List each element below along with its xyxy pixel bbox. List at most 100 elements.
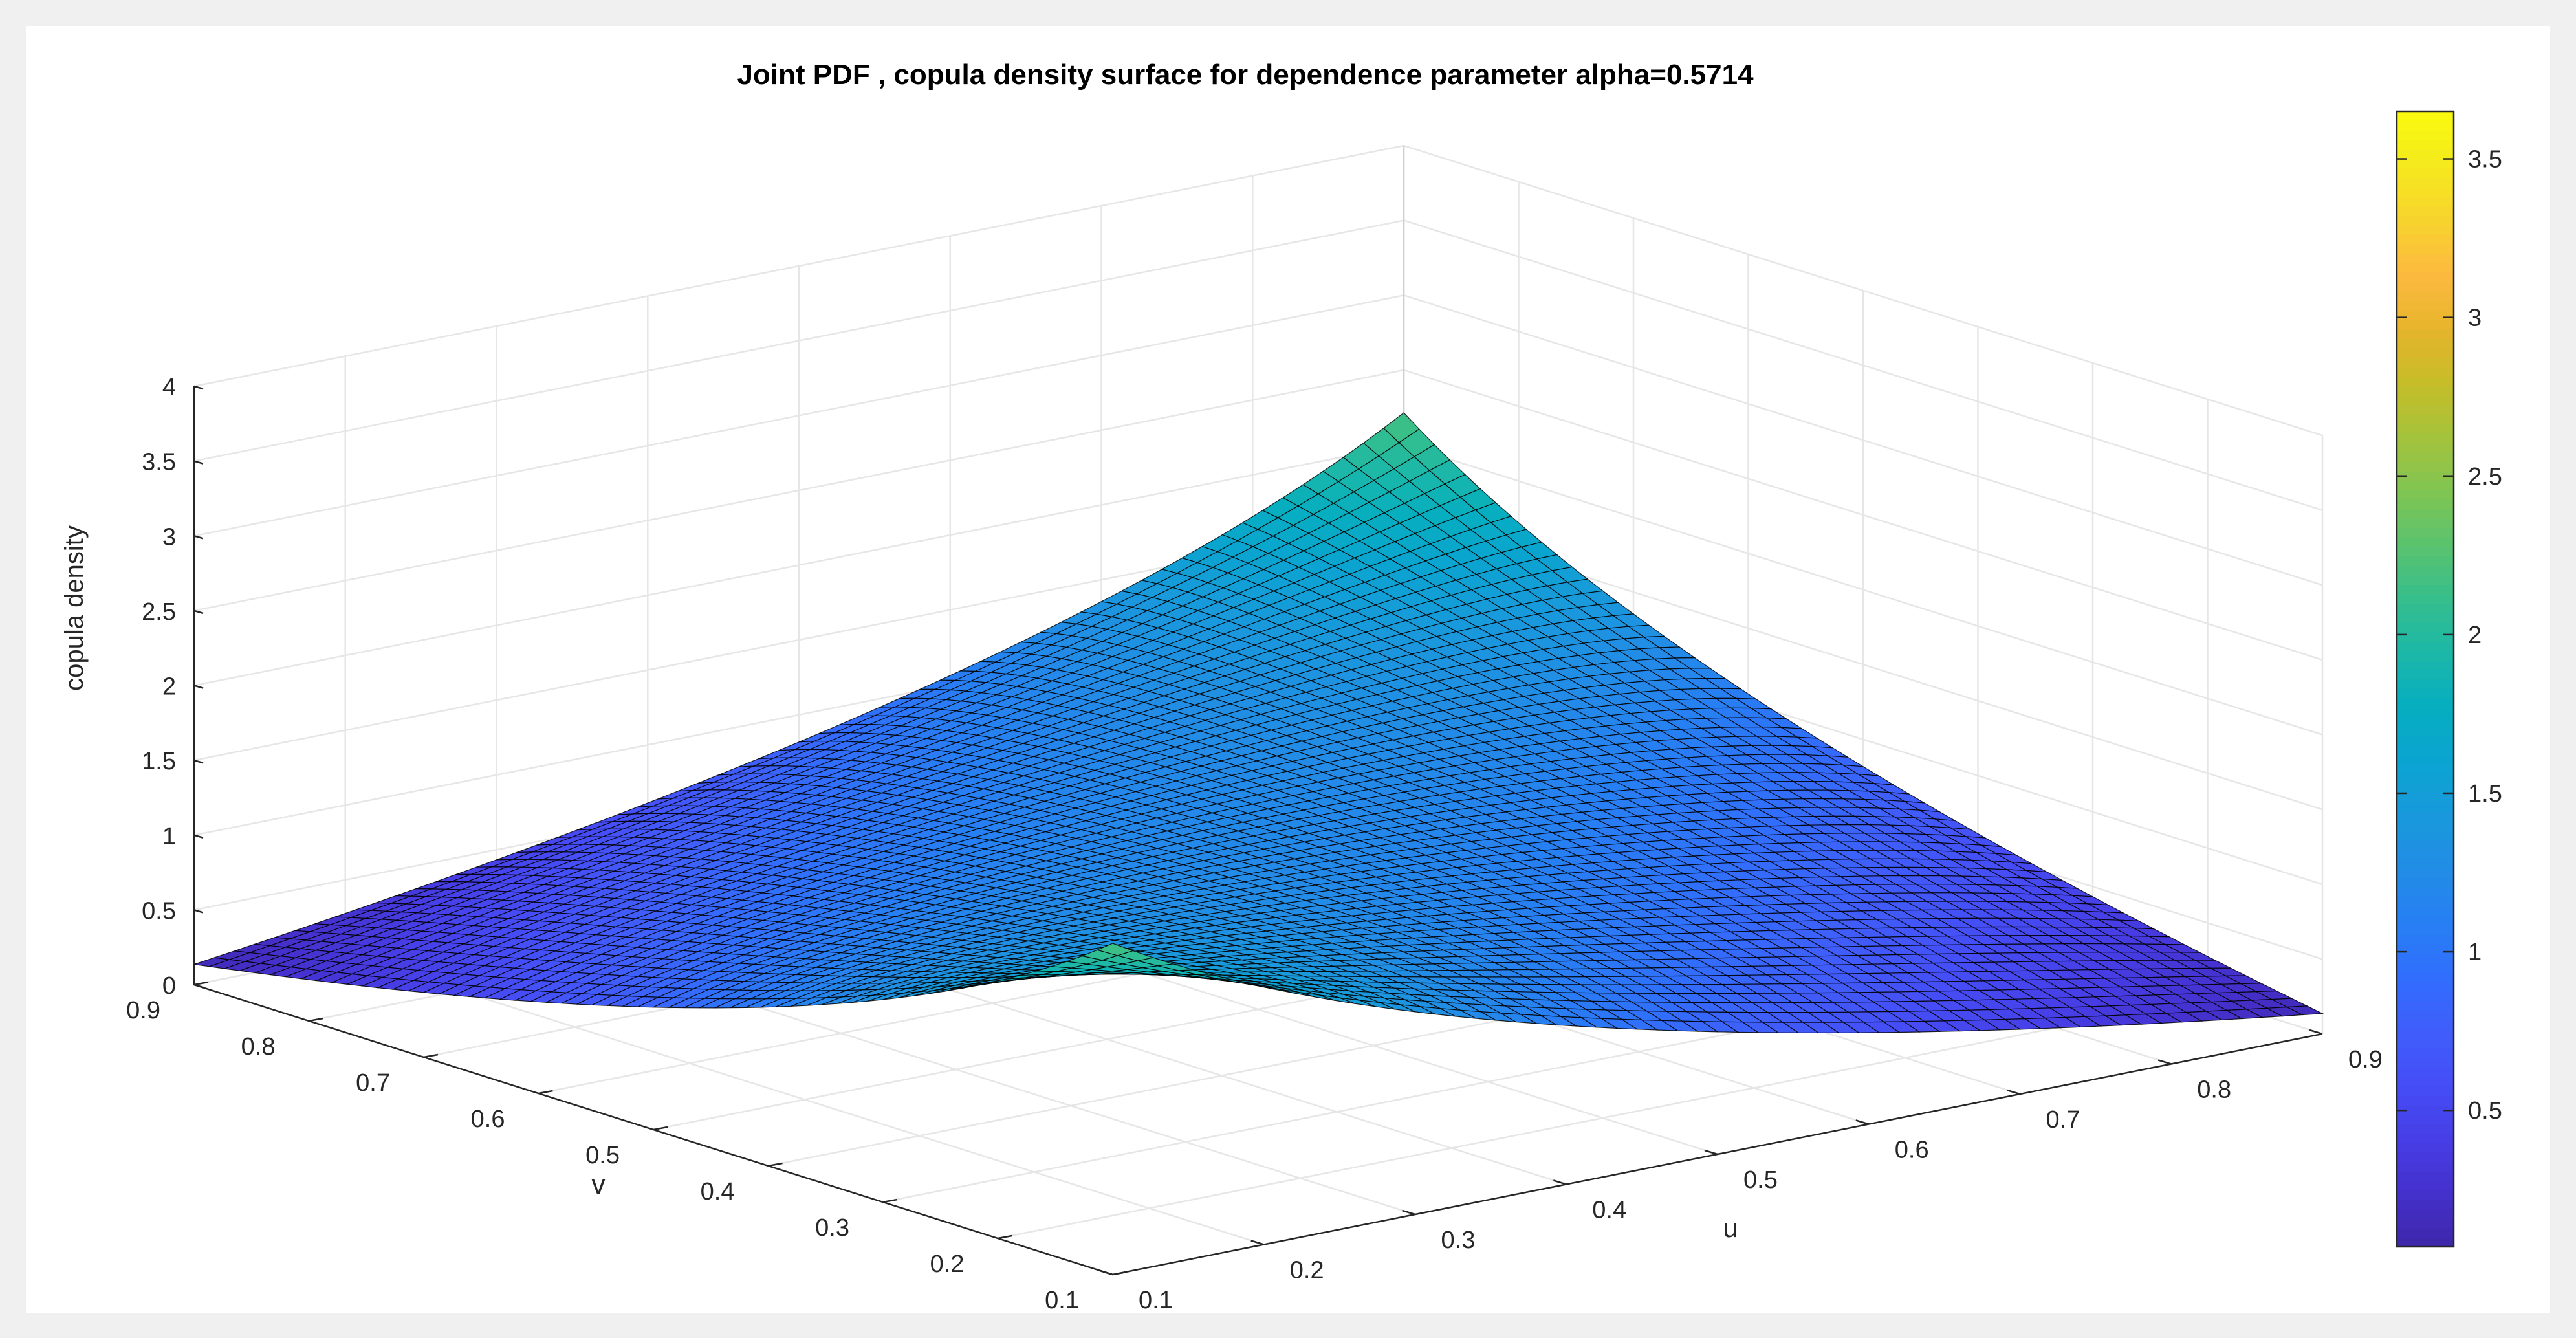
- colorbar-segment: [2397, 357, 2454, 367]
- colorbar-segment: [2397, 281, 2454, 292]
- colorbar-segment: [2397, 225, 2454, 235]
- colorbar-segment: [2397, 736, 2454, 746]
- colorbar-segment: [2397, 944, 2454, 954]
- colorbar-segment: [2397, 1171, 2454, 1181]
- u-tick-mark: [1553, 1179, 1567, 1185]
- colorbar-segment: [2397, 622, 2454, 633]
- colorbar-tick-label: 2.5: [2468, 463, 2502, 490]
- x-axis-label: u: [1723, 1212, 1738, 1243]
- colorbar-segment: [2397, 111, 2454, 122]
- colorbar-segment: [2397, 527, 2454, 538]
- z-tick-mark: [193, 385, 204, 390]
- colorbar-segment: [2397, 1114, 2454, 1124]
- z-tick-label: 0: [162, 972, 176, 1000]
- colorbar-segment: [2397, 1076, 2454, 1087]
- colorbar-segment: [2397, 811, 2454, 822]
- z-tick-label: 1: [162, 823, 176, 850]
- z-tick-mark: [193, 834, 204, 839]
- u-tick-label: 0.2: [1290, 1257, 1324, 1284]
- colorbar-segment: [2397, 972, 2454, 983]
- colorbar-segment: [2397, 139, 2454, 150]
- colorbar-tick-label: 2: [2468, 622, 2482, 649]
- colorbar: 0.5 1 1.5 2 2.5 3 3.5: [2396, 110, 2502, 1248]
- colorbar-segment: [2397, 660, 2454, 670]
- colorbar-segment: [2397, 991, 2454, 1002]
- colorbar-segment: [2397, 859, 2454, 869]
- colorbar-segment: [2397, 1038, 2454, 1049]
- colorbar-segment: [2397, 953, 2454, 964]
- colorbar-segment: [2397, 518, 2454, 529]
- v-tick-label: 0.9: [126, 997, 160, 1024]
- colorbar-segment: [2397, 688, 2454, 699]
- colorbar-segment: [2397, 556, 2454, 566]
- v-tick-label: 0.6: [471, 1106, 505, 1133]
- colorbar-segment: [2397, 565, 2454, 576]
- colorbar-segment: [2397, 1010, 2454, 1020]
- colorbar-segment: [2397, 366, 2454, 377]
- u-tick-label: 0.8: [2197, 1077, 2231, 1104]
- colorbar-segment: [2397, 1086, 2454, 1096]
- colorbar-segment: [2397, 499, 2454, 510]
- colorbar-tick-label: 1: [2468, 939, 2482, 966]
- colorbar-segment: [2397, 461, 2454, 472]
- colorbar-segment: [2397, 168, 2454, 179]
- z-tick-mark: [193, 535, 204, 540]
- colorbar-segment: [2397, 1029, 2454, 1040]
- colorbar-segment: [2397, 404, 2454, 415]
- z-tick-mark: [193, 685, 204, 689]
- colorbar-segment: [2397, 593, 2454, 604]
- colorbar-segment: [2397, 272, 2454, 283]
- u-tick-mark: [1250, 1240, 1265, 1245]
- v-tick-label: 0.8: [241, 1033, 276, 1060]
- u-tick-label: 0.7: [2046, 1106, 2080, 1134]
- colorbar-segment: [2397, 1123, 2454, 1134]
- colorbar-segment: [2397, 509, 2454, 519]
- floor-grid-line-v: [998, 996, 2208, 1240]
- colorbar-segment: [2397, 641, 2454, 652]
- colorbar-segment: [2397, 329, 2454, 339]
- colorbar-segment: [2397, 1104, 2454, 1115]
- colorbar-segment: [2397, 376, 2454, 386]
- colorbar-segment: [2397, 613, 2454, 623]
- colorbar-segment: [2397, 584, 2454, 595]
- colorbar-segment: [2397, 631, 2454, 642]
- u-tick-mark: [2157, 1059, 2172, 1065]
- colorbar-segment: [2397, 470, 2454, 481]
- colorbar-segment: [2397, 1218, 2454, 1229]
- colorbar-segment: [2397, 1199, 2454, 1210]
- colorbar-segment: [2397, 196, 2454, 207]
- colorbar-tick-label: 3.5: [2468, 146, 2502, 173]
- u-tick-label: 0.9: [2348, 1046, 2383, 1073]
- colorbar-segment: [2397, 452, 2454, 462]
- colorbar-segment: [2397, 490, 2454, 500]
- colorbar-segment: [2397, 1047, 2454, 1058]
- colorbar-segment: [2397, 149, 2454, 159]
- z-tick-label: 4: [162, 374, 176, 401]
- colorbar-segment: [2397, 263, 2454, 273]
- colorbar-segment: [2397, 187, 2454, 197]
- colorbar-segment: [2397, 840, 2454, 850]
- colorbar-segment: [2397, 906, 2454, 916]
- colorbar-segment: [2397, 764, 2454, 774]
- chart-title: Joint PDF , copula density surface for d…: [737, 59, 1754, 91]
- v-tick-mark: [882, 1198, 898, 1203]
- v-tick-mark: [193, 981, 209, 986]
- colorbar-segment: [2397, 575, 2454, 586]
- z-tick-mark: [193, 460, 204, 465]
- colorbar-segment: [2397, 849, 2454, 860]
- colorbar-segment: [2397, 925, 2454, 936]
- colorbar-segment: [2397, 215, 2454, 226]
- colorbar-segment: [2397, 442, 2454, 453]
- u-tick-mark: [2007, 1089, 2020, 1095]
- colorbar-segment: [2397, 130, 2454, 140]
- z-tick-label: 0.5: [142, 897, 176, 925]
- colorbar-segment: [2397, 159, 2454, 169]
- z-tick-label: 1.5: [142, 748, 176, 775]
- y-axis-label: v: [592, 1169, 606, 1200]
- colorbar-segment: [2397, 1161, 2454, 1172]
- colorbar-segment: [2397, 319, 2454, 330]
- colorbar-segment: [2397, 480, 2454, 490]
- colorbar-segment: [2397, 177, 2454, 188]
- colorbar-segment: [2397, 120, 2454, 131]
